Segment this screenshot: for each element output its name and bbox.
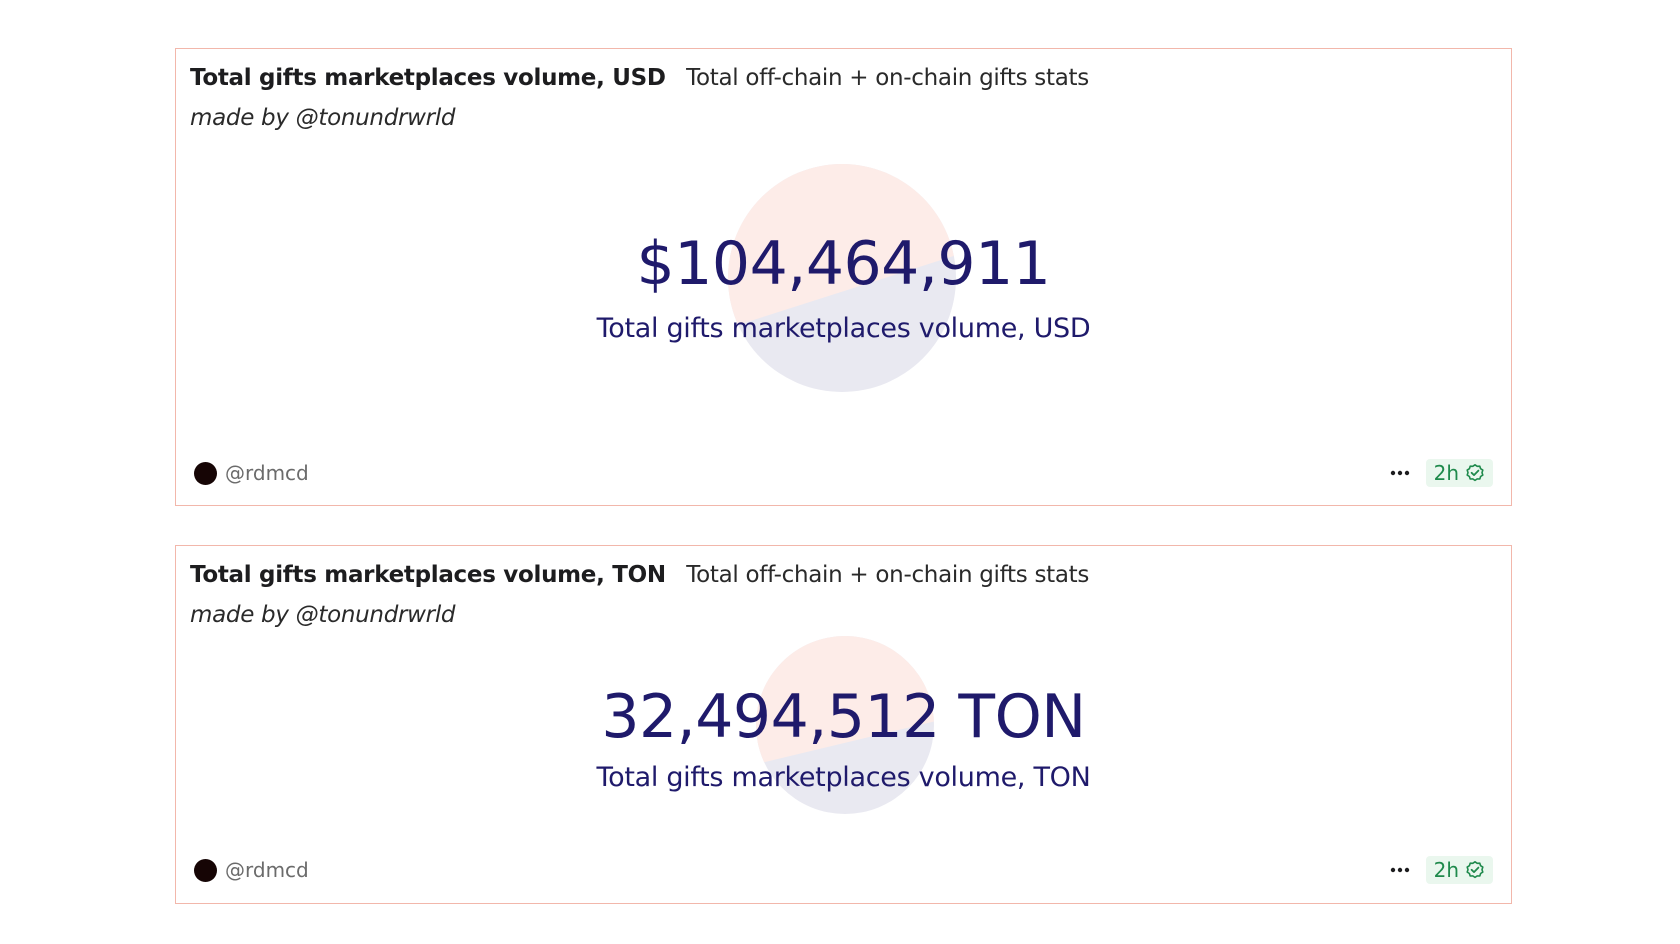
- card-header: Total gifts marketplaces volume, TON Tot…: [190, 562, 1497, 588]
- card-footer: @rdmcd 2h: [194, 457, 1493, 489]
- counter-label: Total gifts marketplaces volume, USD: [596, 313, 1091, 344]
- more-icon[interactable]: [1388, 461, 1412, 485]
- counter-value: $104,464,911: [636, 229, 1051, 299]
- more-icon[interactable]: [1388, 858, 1412, 882]
- decorative-pie: [728, 164, 956, 392]
- freshness-text: 2h: [1433, 858, 1459, 882]
- counter-label: Total gifts marketplaces volume, TON: [596, 762, 1091, 793]
- card-title[interactable]: Total gifts marketplaces volume, TON: [190, 562, 666, 588]
- avatar: [194, 858, 217, 882]
- decorative-pie: [756, 636, 934, 814]
- freshness-text: 2h: [1433, 461, 1459, 485]
- author-link[interactable]: @rdmcd: [194, 457, 309, 489]
- counter-card-ton: Total gifts marketplaces volume, TON Tot…: [175, 545, 1512, 904]
- freshness-badge[interactable]: 2h: [1425, 856, 1493, 884]
- card-description: Total off-chain + on-chain gifts stats: [686, 65, 1089, 91]
- check-circle-icon: [1466, 464, 1484, 482]
- counter-card-usd: Total gifts marketplaces volume, USD Tot…: [175, 48, 1512, 506]
- author-name: @rdmcd: [225, 858, 309, 882]
- card-actions: 2h: [1388, 854, 1493, 886]
- check-circle-icon: [1466, 861, 1484, 879]
- card-title[interactable]: Total gifts marketplaces volume, USD: [190, 65, 666, 91]
- author-link[interactable]: @rdmcd: [194, 854, 309, 886]
- card-header: Total gifts marketplaces volume, USD Tot…: [190, 65, 1497, 91]
- card-footer: @rdmcd 2h: [194, 854, 1493, 886]
- freshness-badge[interactable]: 2h: [1425, 459, 1493, 487]
- card-description: Total off-chain + on-chain gifts stats: [686, 562, 1090, 588]
- author-name: @rdmcd: [225, 461, 309, 485]
- counter-value: 32,494,512 TON: [601, 682, 1086, 752]
- card-credit: made by @tonundrwrld: [190, 602, 456, 628]
- card-actions: 2h: [1388, 457, 1493, 489]
- card-credit: made by @tonundrwrld: [190, 105, 456, 131]
- avatar: [194, 461, 217, 485]
